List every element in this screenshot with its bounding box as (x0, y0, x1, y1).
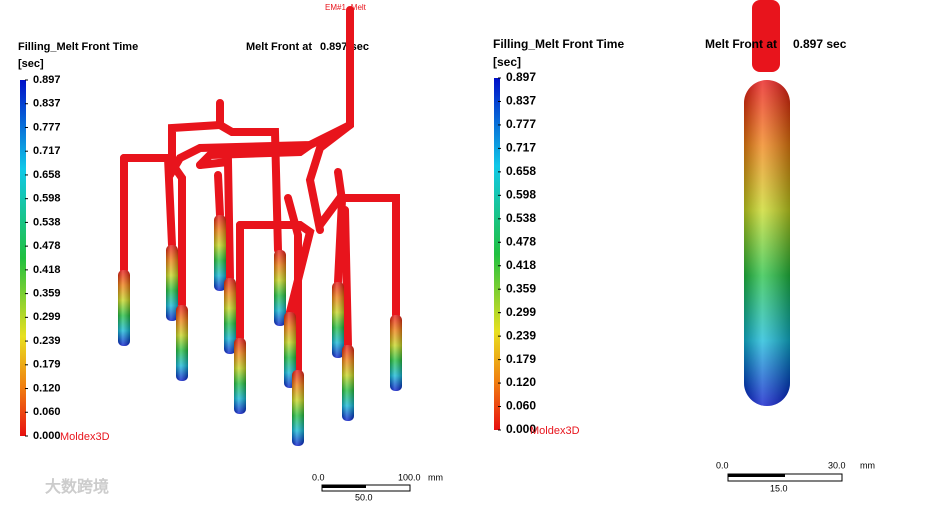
part-shade (292, 370, 304, 446)
legend-label: 0.717 (33, 145, 61, 157)
part-shade (274, 250, 286, 326)
legend-label: 0.538 (33, 216, 61, 228)
part-shade (176, 305, 188, 381)
status-value: 0.897 sec (320, 41, 369, 53)
legend-label: 0.179 (33, 359, 61, 371)
legend-label: 0.777 (33, 121, 61, 133)
scale-tick: 100.0 (398, 472, 421, 482)
parts (118, 215, 402, 446)
legend-label: 0.658 (33, 169, 61, 181)
part-shade (214, 215, 226, 291)
legend-label: 0.179 (506, 352, 536, 366)
part-shade (224, 278, 236, 354)
legend-label: 0.478 (33, 240, 61, 252)
runner-system (120, 6, 400, 374)
part-shade (284, 312, 296, 388)
legend-label: 0.837 (33, 98, 61, 110)
legend-label: 0.239 (33, 335, 61, 347)
legend-label: 0.299 (33, 311, 61, 323)
watermark: 大数跨境 (45, 477, 109, 496)
brand: Moldex3D (530, 425, 580, 437)
scale-unit: mm (860, 460, 875, 470)
legend-label: 0.717 (506, 141, 536, 155)
legend-label: 0.478 (506, 234, 536, 248)
legend-label: 0.837 (506, 94, 536, 108)
legend-label: 0.658 (506, 164, 536, 178)
part-shade (166, 245, 178, 321)
gate-annotation: EM#1 -Melt (325, 3, 367, 12)
legend: 0.897 0.837 0.777 0.717 0.658 0.598 0.538 0.478… (498, 70, 536, 436)
legend-label: 0.299 (506, 305, 536, 319)
legend-label: 0.060 (33, 406, 61, 418)
legend-label: 0.897 (506, 70, 536, 84)
legend-label: 0.418 (506, 258, 536, 272)
scale-unit: mm (428, 472, 443, 482)
status-label: Melt Front at (246, 41, 312, 53)
scale-mid: 50.0 (355, 492, 373, 502)
sprue (752, 0, 780, 72)
legend-label: 0.359 (506, 281, 536, 295)
scale-bar-right: 0.0 30.0 mm 15.0 (716, 460, 875, 493)
part-shade (342, 345, 354, 421)
part-shade (234, 338, 246, 414)
legend-label: 0.239 (506, 328, 536, 342)
part-shade (744, 80, 790, 406)
legend-label: 0.897 (33, 74, 61, 86)
status-value: 0.897 sec (793, 37, 847, 51)
brand: Moldex3D (60, 431, 110, 443)
legend: 0.897 0.837 0.777 0.717 0.658 0.598 0.538 0.478… (25, 74, 61, 442)
part-shade (390, 315, 402, 391)
legend-label: 0.000 (33, 430, 61, 442)
scale-tick: 30.0 (828, 460, 846, 470)
part-shade (118, 270, 130, 346)
legend-label: 0.418 (33, 264, 61, 276)
legend-label: 0.359 (33, 288, 61, 300)
legend-label: 0.777 (506, 117, 536, 131)
scale-tick: 0.0 (716, 460, 729, 470)
legend-label: 0.000 (506, 422, 536, 436)
legend-label: 0.598 (506, 188, 536, 202)
result-unit: [sec] (18, 58, 44, 70)
legend-label: 0.120 (33, 382, 61, 394)
status-label: Melt Front at (705, 37, 777, 51)
legend-label: 0.060 (506, 399, 536, 413)
result-unit: [sec] (493, 55, 521, 69)
legend-label: 0.538 (506, 211, 536, 225)
result-title: Filling_Melt Front Time (18, 41, 138, 53)
scale-mid: 15.0 (770, 483, 788, 493)
scale-fill (322, 485, 366, 488)
scale-bar-left: 0.0 100.0 mm 50.0 (312, 472, 443, 502)
color-bar (494, 78, 500, 430)
result-title: Filling_Melt Front Time (493, 37, 624, 51)
scale-fill (728, 474, 785, 477)
part-shade (332, 282, 344, 358)
legend-label: 0.120 (506, 375, 536, 389)
color-bar (20, 80, 26, 436)
legend-label: 0.598 (33, 193, 61, 205)
scale-tick: 0.0 (312, 472, 325, 482)
